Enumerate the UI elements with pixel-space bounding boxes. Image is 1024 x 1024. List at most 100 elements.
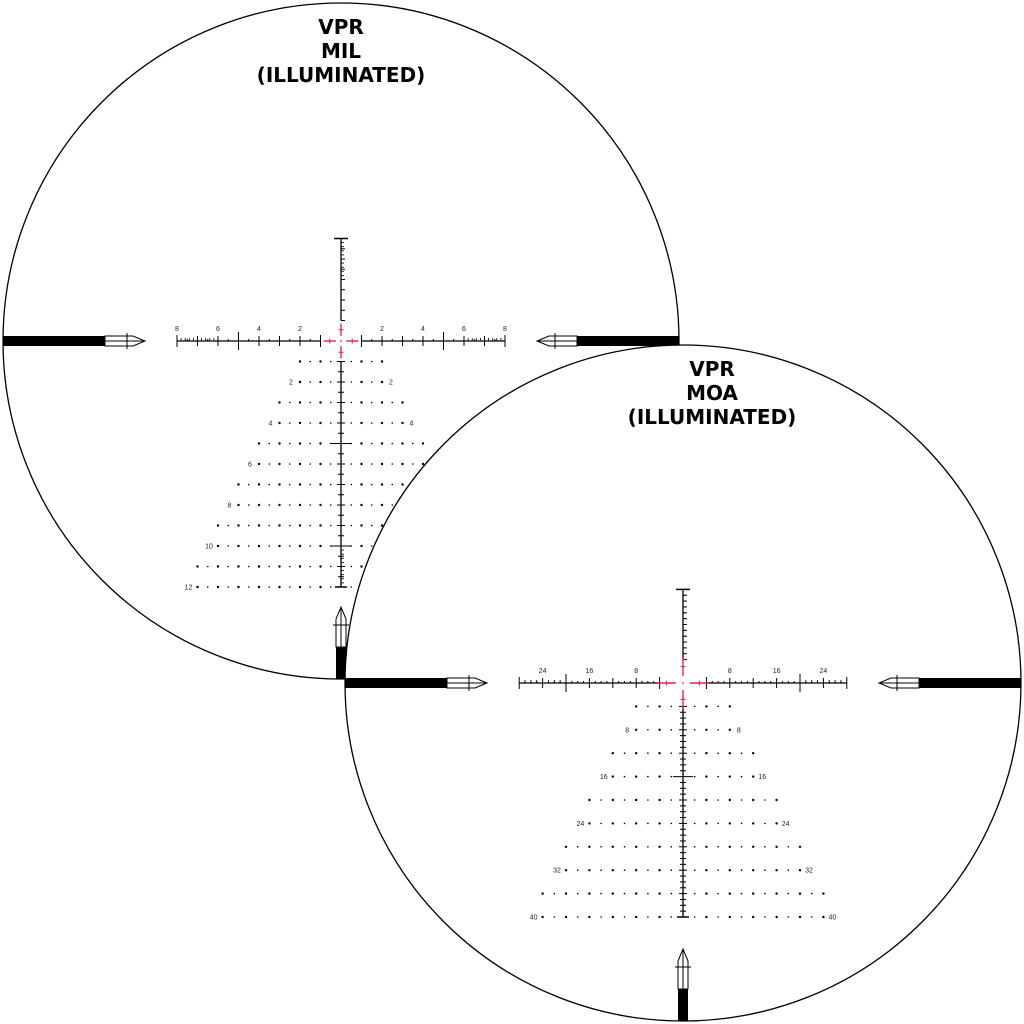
post-bar [577, 336, 679, 346]
holdover-dot [360, 442, 363, 445]
holdover-dot [237, 565, 240, 568]
holdover-dot [635, 915, 638, 919]
holdover-dot [775, 845, 778, 848]
holdover-dot [798, 845, 802, 848]
holdover-dot [600, 846, 602, 848]
holdover-dot [257, 565, 261, 568]
holdover-dot [350, 504, 353, 506]
holdover-dot [588, 822, 591, 825]
holdover-dot [717, 869, 719, 871]
holdover-dot [600, 822, 602, 825]
holdover-dot-row [216, 524, 466, 527]
holdover-dot [391, 463, 394, 465]
holdover-dot [705, 705, 708, 708]
holdover-dot [576, 916, 579, 918]
holdover-dot [309, 565, 312, 568]
holdover-dot [740, 892, 743, 895]
holdover-dot [278, 585, 281, 589]
holdover-dot [787, 892, 790, 895]
holdover-dot [740, 822, 743, 825]
holdover-dot [309, 586, 312, 588]
holdover-dot [360, 544, 363, 548]
post-right [535, 333, 679, 349]
holdover-dot-row [611, 752, 755, 755]
windage-label: 8 [503, 326, 507, 333]
holdover-dot [329, 524, 332, 527]
holdover-dot [564, 845, 568, 848]
holdover-dot [350, 422, 353, 424]
holdover-dot [298, 544, 302, 548]
holdover-dot [411, 442, 414, 445]
holdover-dot [717, 916, 719, 918]
holdover-dot [670, 799, 673, 801]
holdover-dot [370, 422, 373, 424]
holdover-dot [360, 421, 363, 425]
holdover-dot [298, 503, 302, 507]
holdover-dot [309, 401, 312, 404]
holdover-dot [670, 705, 673, 708]
holdover-dot [728, 798, 731, 802]
elevation-label-left: 4 [269, 421, 273, 428]
post-bar [345, 678, 447, 688]
holdover-dot [309, 442, 312, 445]
holdover-dot [740, 752, 743, 754]
reticle-title-line: VPR [318, 15, 364, 39]
holdover-dot [600, 892, 602, 895]
holdover-dot [360, 565, 363, 568]
holdover-dot [421, 442, 425, 445]
holdover-dot [309, 483, 312, 486]
holdover-dot [705, 752, 708, 755]
holdover-dot [257, 462, 261, 466]
holdover-dot-row [564, 845, 802, 848]
holdover-dot [380, 483, 384, 486]
elevation-label-right: 2 [389, 380, 393, 387]
holdover-dot-row [635, 705, 731, 708]
holdover-dot [411, 463, 414, 465]
holdover-dot [370, 360, 373, 363]
holdover-dot [764, 869, 766, 871]
holdover-dot [752, 915, 755, 919]
windage-label: 8 [175, 326, 179, 333]
holdover-dot [401, 401, 404, 404]
holdover-dot [227, 565, 230, 568]
post-bar [919, 678, 1021, 688]
holdover-dot [752, 798, 755, 802]
holdover-dot [257, 442, 261, 445]
holdover-dot [705, 915, 708, 919]
elevation-label-left: 2 [289, 380, 293, 387]
holdover-dot [350, 360, 353, 363]
holdover-dot [401, 462, 404, 466]
holdover-dot [329, 545, 332, 547]
holdover-dot [658, 869, 661, 872]
holdover-dot [764, 916, 766, 918]
holdover-dot [647, 916, 649, 918]
holdover-dot [247, 545, 250, 547]
holdover-dot [288, 422, 291, 424]
reticle-title-line: MOA [686, 381, 738, 405]
illuminated-center-dot [340, 340, 342, 342]
holdover-dot [693, 775, 696, 778]
holdover-dot [728, 705, 731, 708]
elevation-label-left: 8 [228, 503, 232, 510]
elevation-label-left: 8 [625, 727, 629, 734]
holdover-dot [740, 799, 743, 801]
holdover-dot [693, 892, 696, 895]
holdover-dot [670, 869, 673, 871]
holdover-dot [705, 822, 708, 825]
holdover-dot [360, 380, 363, 384]
elevation-label-right: 24 [782, 821, 790, 828]
holdover-dot [309, 381, 312, 383]
holdover-dot [717, 846, 719, 848]
holdover-dot-row [298, 360, 384, 363]
holdover-dot [623, 916, 626, 918]
holdover-dot [298, 462, 302, 466]
holdover-dot [541, 915, 544, 919]
holdover-dot [647, 729, 649, 731]
holdover-dot [564, 915, 568, 919]
holdover-dot [257, 483, 261, 486]
holdover-dot [647, 705, 649, 708]
post-bar [3, 336, 105, 346]
holdover-dot [670, 729, 673, 731]
holdover-dot [319, 565, 322, 568]
